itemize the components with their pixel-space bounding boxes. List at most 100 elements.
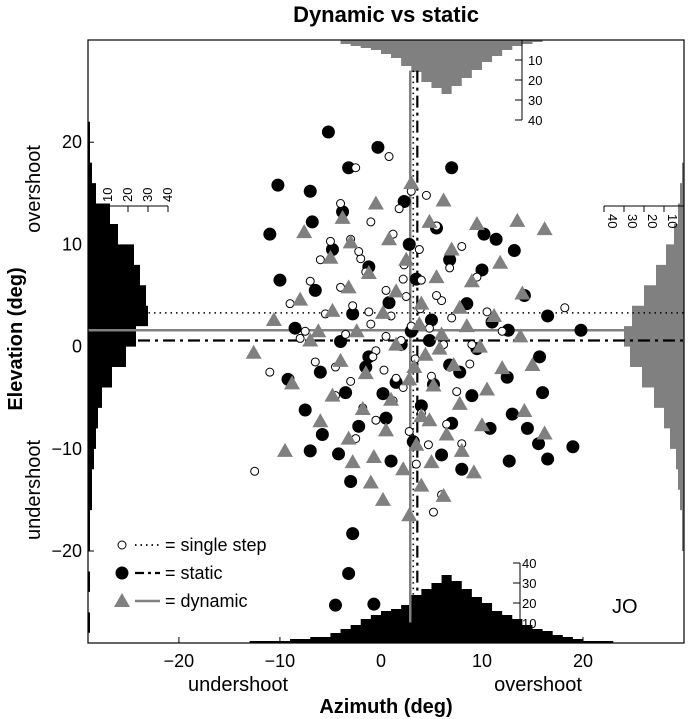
legend-label: = static bbox=[165, 563, 223, 583]
dynamic-point bbox=[408, 436, 425, 451]
dynamic-point bbox=[342, 234, 359, 249]
single-step-point bbox=[368, 352, 378, 362]
azimuth-dynamic-histogram bbox=[340, 40, 543, 94]
x-undershoot-label: undershoot bbox=[188, 674, 289, 696]
single-step-point bbox=[310, 357, 320, 367]
dynamic-point bbox=[433, 326, 450, 341]
hist-scale-top-label: 10 bbox=[528, 53, 542, 68]
dynamic-point bbox=[388, 336, 405, 351]
dynamic-point bbox=[401, 371, 418, 386]
single-step-point bbox=[424, 323, 434, 333]
dynamic-point bbox=[381, 231, 398, 246]
static-point bbox=[342, 567, 356, 581]
dynamic-point bbox=[514, 285, 531, 300]
single-step-point bbox=[265, 367, 275, 377]
dynamic-point bbox=[340, 430, 357, 445]
dynamic-point bbox=[445, 357, 462, 372]
dynamic-point bbox=[348, 323, 365, 338]
static-point bbox=[445, 161, 459, 175]
static-point bbox=[414, 399, 428, 413]
hist-scale-bottom-label: 20 bbox=[522, 596, 536, 611]
legend-label: = dynamic bbox=[165, 591, 248, 611]
dynamic-point bbox=[340, 279, 357, 294]
static-point bbox=[346, 307, 360, 321]
single-step-point bbox=[346, 376, 356, 386]
chart-title: Dynamic vs static bbox=[293, 2, 479, 27]
single-step-point bbox=[295, 333, 305, 343]
static-point bbox=[332, 447, 346, 461]
static-point bbox=[574, 323, 588, 337]
static-point bbox=[342, 161, 356, 175]
dynamic-point bbox=[425, 377, 442, 392]
dynamic-point bbox=[421, 412, 438, 427]
hist-scale-top-label: 20 bbox=[528, 73, 542, 88]
dynamic-point bbox=[417, 346, 434, 361]
dynamic-point bbox=[383, 391, 400, 406]
dynamic-point bbox=[451, 299, 468, 314]
static-point bbox=[536, 386, 550, 400]
dynamic-point bbox=[438, 426, 455, 441]
dynamic-point bbox=[413, 408, 430, 423]
dynamic-point bbox=[465, 464, 482, 479]
dynamic-point bbox=[296, 224, 313, 239]
static-point bbox=[305, 215, 319, 229]
static-point bbox=[483, 421, 497, 435]
plot-frame bbox=[87, 39, 685, 644]
x-tick-label: 10 bbox=[472, 651, 492, 671]
elevation-static-histogram bbox=[88, 121, 148, 633]
single-step-point bbox=[445, 263, 455, 273]
single-step-point bbox=[384, 152, 394, 162]
single-step-point bbox=[465, 359, 475, 369]
static-point bbox=[321, 125, 335, 139]
single-step-point bbox=[432, 291, 442, 301]
dynamic-point bbox=[509, 212, 526, 227]
static-point bbox=[424, 313, 438, 327]
static-point bbox=[422, 333, 436, 347]
static-point bbox=[502, 454, 516, 468]
dynamic-point bbox=[435, 487, 452, 502]
static-point bbox=[379, 411, 393, 425]
y-tick-label: −10 bbox=[51, 439, 82, 459]
dynamic-point bbox=[451, 395, 468, 410]
x-tick-label: −20 bbox=[164, 651, 195, 671]
dynamic-point bbox=[374, 304, 391, 319]
single-step-point bbox=[467, 340, 477, 350]
single-step-point bbox=[285, 299, 295, 309]
single-step-point bbox=[404, 426, 414, 436]
hist-scale-right-label: 30 bbox=[625, 214, 640, 228]
hist-scale-bottom-label: 10 bbox=[522, 616, 536, 631]
y-tick-label: −20 bbox=[51, 541, 82, 561]
single-step-point bbox=[398, 274, 408, 284]
static-point bbox=[346, 527, 360, 541]
static-point bbox=[533, 350, 547, 364]
hist-scale-bottom-label: 40 bbox=[522, 556, 536, 571]
static-point bbox=[352, 419, 366, 433]
legend-marker bbox=[114, 593, 130, 607]
dynamic-point bbox=[479, 381, 496, 396]
static-point bbox=[566, 440, 580, 454]
static-point bbox=[455, 462, 469, 476]
dynamic-point bbox=[468, 215, 485, 230]
static-point bbox=[313, 365, 327, 379]
single-step-point bbox=[423, 440, 433, 450]
static-point bbox=[298, 403, 312, 417]
single-step-point bbox=[354, 247, 364, 257]
dynamic-point bbox=[494, 360, 511, 375]
dynamic-point bbox=[413, 477, 430, 492]
hist-scale-right-label: 20 bbox=[645, 214, 660, 228]
static-point bbox=[532, 437, 546, 451]
hist-scale-left-label: 20 bbox=[120, 188, 135, 202]
hist-scale-top-label: 40 bbox=[528, 113, 542, 128]
dynamic-point bbox=[431, 340, 448, 355]
static-point bbox=[402, 237, 416, 251]
single-step-point bbox=[300, 326, 310, 336]
single-step-point bbox=[379, 365, 389, 375]
single-step-point bbox=[447, 313, 457, 323]
dynamic-point bbox=[428, 269, 445, 284]
legend-item: = static bbox=[115, 563, 223, 583]
dynamic-point bbox=[423, 454, 440, 469]
static-point bbox=[303, 184, 317, 198]
single-step-point bbox=[364, 307, 374, 317]
single-step-point bbox=[366, 217, 376, 227]
static-point bbox=[435, 448, 449, 462]
